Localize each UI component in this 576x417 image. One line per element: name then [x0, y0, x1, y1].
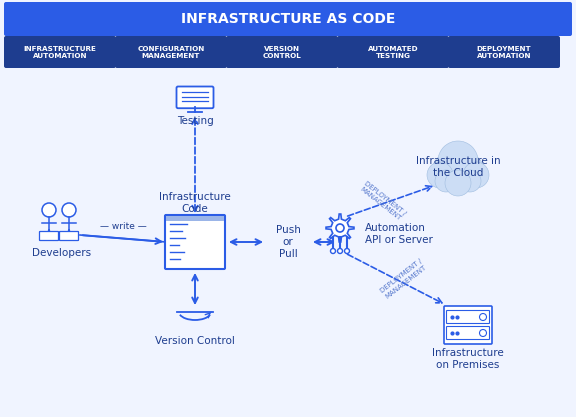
FancyBboxPatch shape: [446, 327, 490, 339]
Polygon shape: [326, 214, 354, 242]
Circle shape: [338, 249, 343, 254]
FancyBboxPatch shape: [446, 311, 490, 324]
Circle shape: [479, 314, 487, 321]
FancyBboxPatch shape: [165, 215, 225, 269]
FancyBboxPatch shape: [4, 36, 116, 68]
Circle shape: [463, 162, 489, 188]
Text: — write —: — write —: [100, 221, 146, 231]
FancyBboxPatch shape: [226, 36, 338, 68]
Circle shape: [448, 153, 484, 189]
Circle shape: [459, 170, 481, 192]
Text: Version Control: Version Control: [155, 336, 235, 346]
Text: Infrastructure
on Premises: Infrastructure on Premises: [432, 348, 504, 369]
Text: Testing: Testing: [177, 116, 213, 126]
Text: Infrastructure
Code: Infrastructure Code: [159, 192, 231, 214]
FancyBboxPatch shape: [448, 36, 560, 68]
Text: Push
or
Pull: Push or Pull: [275, 225, 301, 259]
Text: DEPLOYMENT
AUTOMATION: DEPLOYMENT AUTOMATION: [477, 45, 531, 58]
Circle shape: [427, 162, 453, 188]
Text: INFRASTRUCTURE AS CODE: INFRASTRUCTURE AS CODE: [181, 12, 395, 26]
Circle shape: [479, 329, 487, 337]
FancyBboxPatch shape: [337, 36, 449, 68]
FancyBboxPatch shape: [40, 231, 59, 241]
FancyBboxPatch shape: [59, 231, 78, 241]
Circle shape: [62, 203, 76, 217]
Circle shape: [445, 170, 471, 196]
Circle shape: [42, 203, 56, 217]
Text: Developers: Developers: [32, 248, 92, 258]
Text: DEPLOYMENT /
MANAGEMENT: DEPLOYMENT / MANAGEMENT: [358, 180, 407, 222]
Text: INFRASTRUCTURE
AUTOMATION: INFRASTRUCTURE AUTOMATION: [24, 45, 96, 58]
Text: Infrastructure in
the Cloud: Infrastructure in the Cloud: [416, 156, 501, 178]
FancyBboxPatch shape: [4, 2, 572, 36]
Text: CONFIGURATION
MANAGEMENT: CONFIGURATION MANAGEMENT: [137, 45, 204, 58]
Text: Automation
API or Server: Automation API or Server: [365, 223, 433, 245]
FancyBboxPatch shape: [176, 86, 214, 108]
Text: DEPLOYMENT /
MANAGEMENT: DEPLOYMENT / MANAGEMENT: [380, 258, 427, 300]
Circle shape: [344, 249, 350, 254]
FancyBboxPatch shape: [166, 216, 224, 221]
FancyBboxPatch shape: [115, 36, 227, 68]
Circle shape: [432, 153, 468, 189]
Circle shape: [438, 141, 478, 181]
Circle shape: [336, 224, 344, 232]
Circle shape: [331, 249, 335, 254]
Text: AUTOMATED
TESTING: AUTOMATED TESTING: [367, 45, 418, 58]
FancyBboxPatch shape: [444, 306, 492, 344]
Text: VERSION
CONTROL: VERSION CONTROL: [263, 45, 301, 58]
Circle shape: [435, 170, 457, 192]
